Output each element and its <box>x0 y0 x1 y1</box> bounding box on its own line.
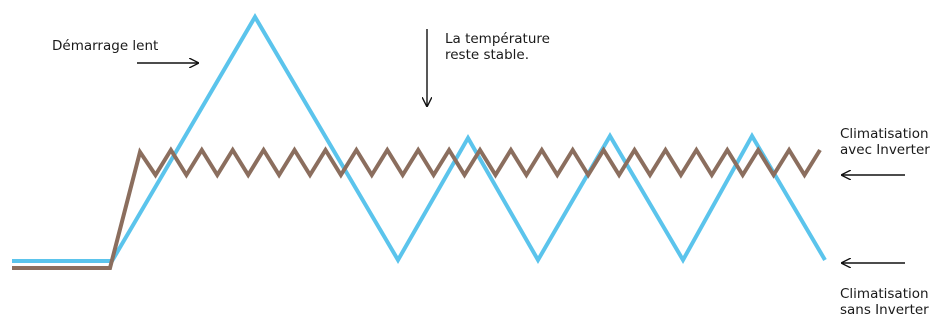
non-inverter-label: Climatisation sans Inverter <box>840 286 929 318</box>
stable-temperature-line-2: reste stable. <box>445 47 529 63</box>
stable-temperature-label: La température reste stable. <box>445 31 550 63</box>
non-inverter-temperature-curve <box>12 13 827 265</box>
stable-temperature-line-1: La température <box>445 31 550 47</box>
inverter-label-line-2: avec Inverter <box>840 142 930 158</box>
inverter-label-line-1: Climatisation <box>840 126 929 142</box>
slow-start-label: Démarrage lent <box>52 38 158 54</box>
non-inverter-label-line-1: Climatisation <box>840 286 929 302</box>
inverter-label: Climatisation avec Inverter <box>840 126 930 158</box>
non-inverter-label-line-2: sans Inverter <box>840 302 929 318</box>
inverter-temperature-curve <box>12 146 822 270</box>
slow-start-text: Démarrage lent <box>52 38 159 54</box>
